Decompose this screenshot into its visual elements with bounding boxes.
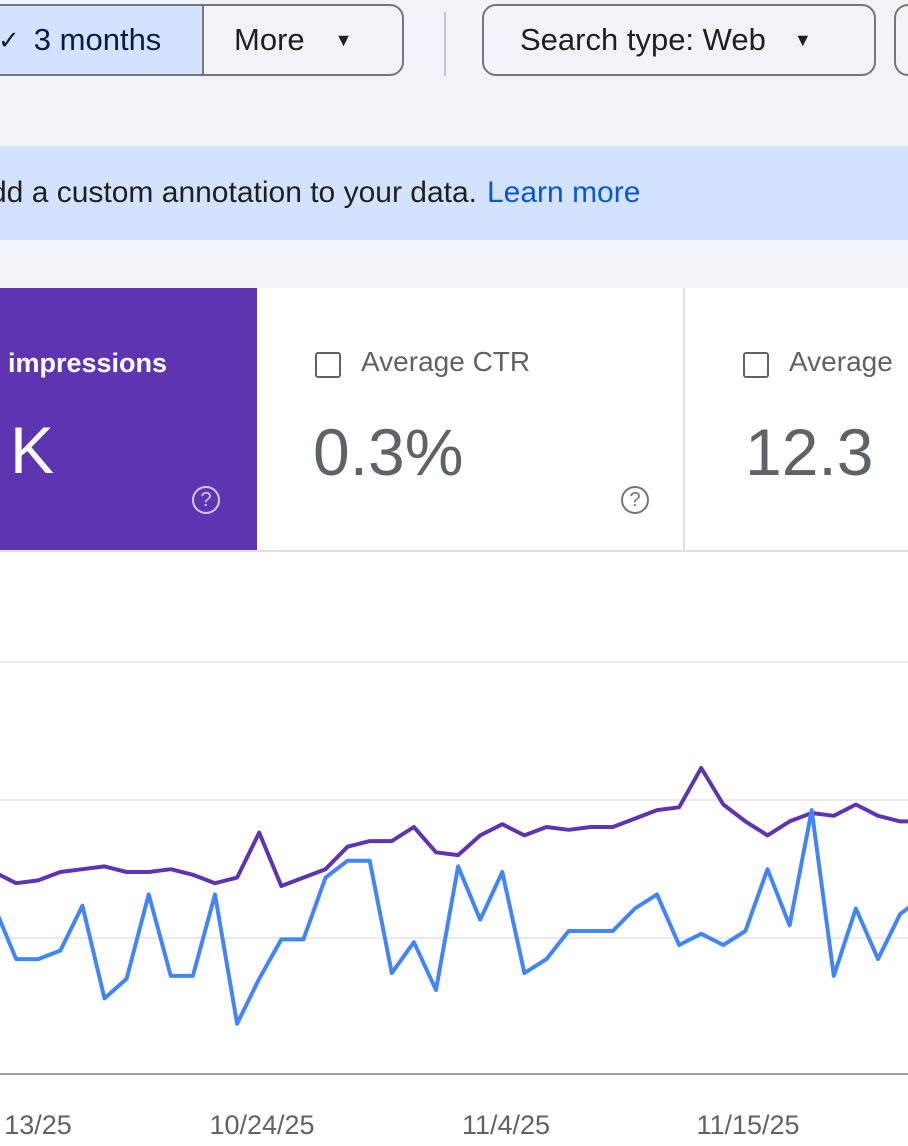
next-filter-chip[interactable] — [894, 4, 908, 76]
filter-divider — [444, 12, 446, 76]
caret-down-icon: ▼ — [334, 29, 353, 50]
performance-chart: 13/25 10/24/25 11/4/25 11/15/25 — [0, 552, 908, 1146]
impressions-line — [0, 766, 908, 888]
range-3-months-label: 3 months — [33, 22, 162, 57]
range-3-months-button[interactable]: ✓ 3 months — [0, 6, 204, 74]
chart-svg: 13/25 10/24/25 11/4/25 11/15/25 — [0, 661, 908, 1140]
position-card[interactable]: Average 12.3 — [683, 288, 908, 550]
x-tick-label: 11/15/25 — [696, 1110, 799, 1140]
x-tick-label: 11/4/25 — [462, 1110, 550, 1140]
ctr-label: Average CTR — [361, 346, 531, 377]
search-type-button[interactable]: Search type: Web ▼ — [482, 4, 876, 76]
position-value: 12.3 — [745, 415, 874, 489]
date-range-group: ✓ 3 months More ▼ — [0, 4, 404, 76]
ctr-checkbox[interactable] — [315, 352, 341, 378]
more-label: More — [234, 22, 305, 57]
position-checkbox[interactable] — [743, 352, 769, 378]
ctr-value: 0.3% — [313, 415, 464, 489]
help-icon[interactable]: ? — [621, 486, 649, 514]
x-tick-label: 13/25 — [4, 1110, 72, 1140]
more-range-button[interactable]: More ▼ — [204, 6, 402, 74]
ctr-card[interactable]: Average CTR 0.3% ? — [257, 288, 683, 550]
check-icon: ✓ — [0, 24, 20, 55]
help-icon[interactable]: ? — [192, 486, 220, 514]
impressions-card[interactable]: impressions K ? — [0, 288, 257, 550]
x-tick-label: 10/24/25 — [209, 1110, 314, 1140]
position-label: Average — [789, 346, 893, 377]
search-type-label: Search type: Web — [520, 22, 766, 57]
metric-cards: impressions K ? Average CTR 0.3% ? Avera… — [0, 288, 908, 552]
banner-text: dd a custom annotation to your data. — [0, 176, 477, 209]
impressions-value: K — [10, 413, 55, 487]
impressions-label: impressions — [8, 348, 168, 378]
annotation-banner: dd a custom annotation to your data. Lea… — [0, 146, 908, 240]
caret-down-icon: ▼ — [793, 29, 812, 50]
learn-more-link[interactable]: Learn more — [487, 176, 641, 209]
clicks-line — [0, 808, 908, 1026]
